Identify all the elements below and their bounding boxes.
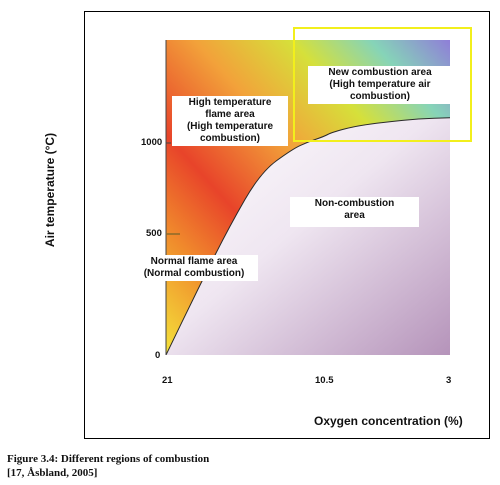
x-tick-label: 3 (446, 375, 452, 386)
y-axis (165, 40, 180, 355)
label-line: (Normal combustion) (143, 268, 245, 279)
highlight-box (293, 27, 472, 142)
caption-line: [17, Åsbland, 2005] (7, 467, 98, 479)
label-line: High temperature (188, 97, 272, 108)
label-line: combustion) (200, 133, 260, 144)
label-line: combustion) (350, 91, 410, 102)
y-tick-label: 500 (146, 228, 162, 239)
label-line: (High temperature (186, 121, 274, 132)
normal-flame-label: Normal flame area (Normal combustion) (130, 255, 258, 281)
caption-line: Figure 3.4: Different regions of combust… (7, 453, 210, 465)
x-tick-label: 21 (162, 375, 173, 386)
figure-caption: Figure 3.4: Different regions of combust… (7, 452, 209, 480)
x-axis-label: Oxygen concentration (%) (314, 414, 463, 428)
label-line: Non-combustion (314, 198, 395, 209)
y-tick-label: 0 (155, 350, 161, 361)
figure-frame (84, 11, 490, 439)
label-line: Normal flame area (150, 256, 238, 267)
y-axis-label: Air temperature (°C) (43, 132, 57, 248)
label-line: New combustion area (328, 67, 432, 78)
label-line: (High temperature air (329, 79, 431, 90)
non-combustion-region (166, 117, 450, 355)
high-temp-flame-label: High temperature flame area (High temper… (172, 96, 288, 146)
label-line: area (344, 210, 365, 221)
x-tick-label: 10.5 (315, 375, 334, 386)
label-line: flame area (205, 109, 255, 120)
y-tick-label: 1000 (141, 137, 163, 148)
new-combustion-label: New combustion area (High temperature ai… (308, 66, 452, 104)
non-combustion-label: Non-combustion area (290, 197, 419, 227)
